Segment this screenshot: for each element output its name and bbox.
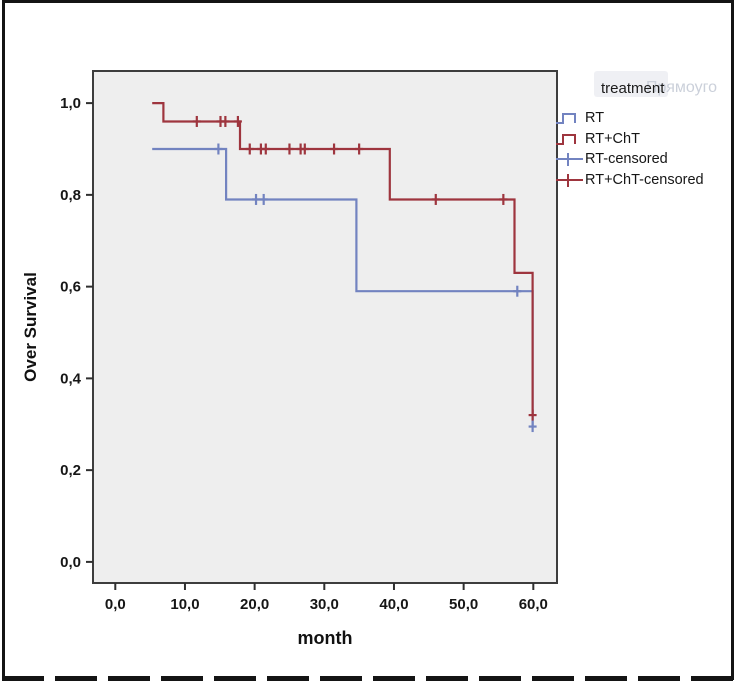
legend-title: treatment	[601, 80, 665, 97]
legend-item-rt-cht: RT+ChT	[555, 129, 733, 150]
x-tick-label: 40,0	[379, 596, 408, 613]
censor-plus-icon	[556, 173, 583, 187]
x-tick-label: 10,0	[170, 596, 199, 613]
y-tick-label: 0,2	[60, 462, 81, 479]
watermark-text: Прямоуго	[646, 79, 717, 96]
x-tick-label: 30,0	[310, 596, 339, 613]
legend-label: RT	[585, 110, 605, 127]
watermark-highlight-box	[594, 71, 668, 97]
legend-label: RT-censored	[585, 151, 668, 168]
legend: treatment RT RT+ChT RT-censored	[555, 80, 733, 190]
x-axis-title: month	[297, 628, 353, 648]
x-tick-label: 0,0	[105, 596, 126, 613]
step-line-icon	[556, 113, 576, 125]
legend-item-rt-cht-censored: RT+ChT-censored	[555, 170, 733, 191]
survival-curve-rt+cht	[152, 102, 534, 416]
y-tick-label: 0,8	[60, 187, 81, 204]
censor-plus-icon	[556, 153, 583, 167]
x-tick-label: 60,0	[519, 596, 548, 613]
y-tick-label: 1,0	[60, 95, 81, 112]
legend-label: RT+ChT	[585, 130, 640, 147]
legend-label: RT+ChT-censored	[585, 171, 704, 188]
y-tick-label: 0,4	[60, 370, 82, 387]
y-axis-title-text: Over Survival	[21, 272, 40, 382]
plot-area	[92, 70, 558, 584]
y-tick-label: 0,0	[60, 554, 81, 571]
step-line-icon	[556, 133, 576, 145]
x-tick-label: 50,0	[449, 596, 478, 613]
x-tick-label: 20,0	[240, 596, 269, 613]
legend-item-rt: RT	[555, 108, 733, 129]
figure-border-bottom-dashed	[2, 676, 734, 681]
y-tick-label: 0,6	[60, 279, 81, 296]
legend-item-rt-censored: RT-censored	[555, 149, 733, 170]
y-axis-title: Over Survival	[14, 71, 48, 583]
